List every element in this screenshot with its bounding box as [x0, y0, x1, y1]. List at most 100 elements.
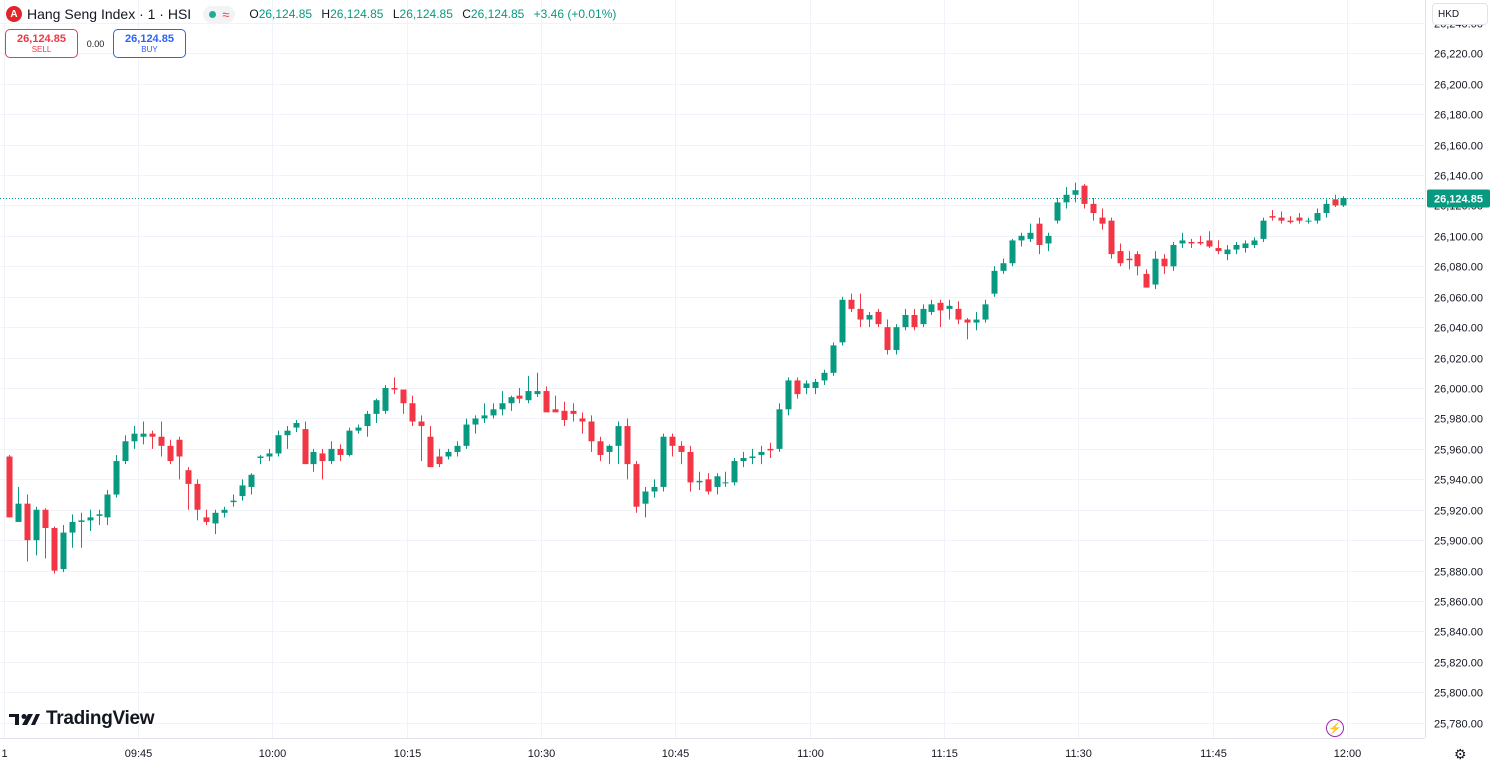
candle — [1215, 240, 1222, 255]
candle — [149, 430, 156, 449]
candle-body — [848, 299, 855, 309]
candle-body — [776, 409, 783, 449]
symbol-title[interactable]: Hang Seng Index · 1 · HSI — [27, 6, 192, 22]
y-tick-label: 26,200.00 — [1434, 80, 1483, 92]
candle-body — [651, 486, 658, 492]
delayed-data-icon: ≈ — [222, 6, 230, 22]
candle — [669, 433, 676, 457]
candle-body — [445, 451, 452, 457]
candle-body — [158, 436, 165, 446]
x-tick-label: 11:45 — [1200, 748, 1227, 760]
candle-body — [87, 517, 94, 521]
candle-body — [1242, 243, 1249, 249]
candle-body — [1027, 232, 1034, 239]
candle-body — [1305, 220, 1312, 222]
candle — [51, 526, 58, 574]
candle — [624, 418, 631, 480]
candle-body — [382, 388, 389, 411]
candle-body — [293, 423, 300, 428]
candle — [463, 418, 470, 449]
buy-button[interactable]: 26,124.85 BUY — [113, 29, 186, 58]
candle-body — [490, 409, 497, 416]
y-tick-label: 26,020.00 — [1434, 354, 1483, 366]
close-label: C — [462, 7, 471, 21]
candle — [722, 471, 729, 487]
candle-body — [722, 482, 729, 484]
candle — [1054, 197, 1061, 224]
candle — [15, 486, 22, 522]
y-tick-label: 26,040.00 — [1434, 323, 1483, 335]
candle-body — [499, 403, 506, 410]
gear-icon[interactable]: ⚙ — [1454, 746, 1467, 762]
candle-body — [131, 433, 138, 442]
candle — [418, 415, 425, 462]
x-tick-label: 11:00 — [797, 748, 824, 760]
candle-body — [606, 445, 613, 452]
candle-body — [911, 314, 918, 328]
candle-body — [185, 470, 192, 484]
low-label: L — [392, 7, 400, 21]
candle-body — [1134, 254, 1141, 267]
candle-body — [633, 464, 640, 507]
candle-body — [1188, 241, 1195, 244]
candle — [328, 441, 335, 465]
time-axis-labels: 1 09:45 10:00 10:15 10:30 10:45 11:00 11:15 11:3… — [1, 748, 1361, 760]
candle-body — [1036, 223, 1043, 245]
candle — [176, 436, 183, 480]
candle-body — [937, 302, 944, 311]
candle — [1269, 209, 1276, 221]
symbol-logo-icon[interactable]: A — [6, 6, 22, 22]
candle — [1242, 240, 1249, 253]
y-tick-label: 26,160.00 — [1434, 141, 1483, 153]
candle-body — [1340, 198, 1347, 206]
candle — [982, 299, 989, 323]
candle-body — [1143, 273, 1150, 288]
candle — [373, 398, 380, 424]
market-status-pill[interactable]: ≈ — [203, 5, 236, 23]
candle — [991, 266, 998, 297]
candle — [472, 415, 479, 434]
axes — [0, 0, 1426, 739]
candle-body — [42, 509, 49, 529]
candle — [400, 389, 407, 414]
candle — [660, 433, 667, 492]
candle — [642, 486, 649, 518]
candle-body — [857, 308, 864, 320]
candle — [364, 410, 371, 437]
candle — [6, 454, 13, 518]
candle — [185, 467, 192, 510]
candle — [1278, 211, 1285, 224]
candle-body — [1296, 217, 1303, 221]
y-tick-label: 25,960.00 — [1434, 445, 1483, 457]
candle-body — [893, 327, 900, 350]
candle-body — [194, 483, 201, 510]
y-tick-label: 25,900.00 — [1434, 536, 1483, 548]
currency-selector[interactable]: HKD — [1432, 3, 1488, 25]
lightning-icon[interactable]: ⚡ — [1326, 719, 1344, 737]
sell-button[interactable]: 26,124.85 SELL — [5, 29, 78, 58]
tradingview-logo[interactable]: TradingView — [9, 708, 155, 730]
candle — [579, 412, 586, 434]
candle — [96, 509, 103, 525]
candle-body — [418, 421, 425, 427]
candle — [955, 301, 962, 325]
candle-body — [928, 304, 935, 312]
candle — [767, 442, 774, 459]
symbol-legend: A Hang Seng Index · 1 · HSI ≈ O26,124.85… — [6, 4, 616, 24]
x-tick-label: 1 — [1, 748, 7, 760]
candle — [78, 512, 85, 548]
candle-body — [696, 480, 703, 483]
candle — [552, 395, 559, 413]
candle-body — [96, 514, 103, 516]
candle-body — [570, 410, 577, 414]
candle-body — [875, 311, 882, 325]
candle — [1296, 213, 1303, 224]
candle-body — [463, 424, 470, 446]
candle-body — [749, 456, 756, 459]
candle-body — [69, 521, 76, 533]
y-tick-label: 25,820.00 — [1434, 658, 1483, 670]
y-tick-label: 25,920.00 — [1434, 506, 1483, 518]
candle-body — [1117, 251, 1124, 264]
candle — [337, 444, 344, 462]
